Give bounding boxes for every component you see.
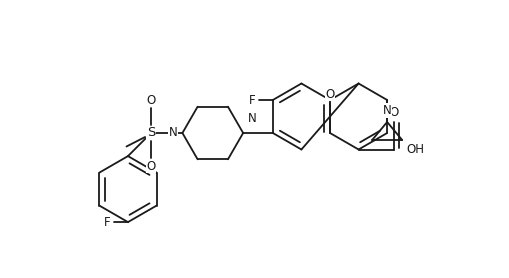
Text: OH: OH [406, 143, 424, 156]
Text: F: F [104, 216, 111, 229]
Text: F: F [249, 93, 256, 106]
Text: N: N [382, 104, 391, 117]
Text: S: S [147, 126, 155, 140]
Text: O: O [146, 93, 155, 106]
Text: N: N [248, 112, 257, 125]
Text: O: O [146, 160, 155, 173]
Text: O: O [388, 106, 398, 119]
Text: N: N [168, 126, 177, 140]
Text: O: O [325, 88, 334, 101]
